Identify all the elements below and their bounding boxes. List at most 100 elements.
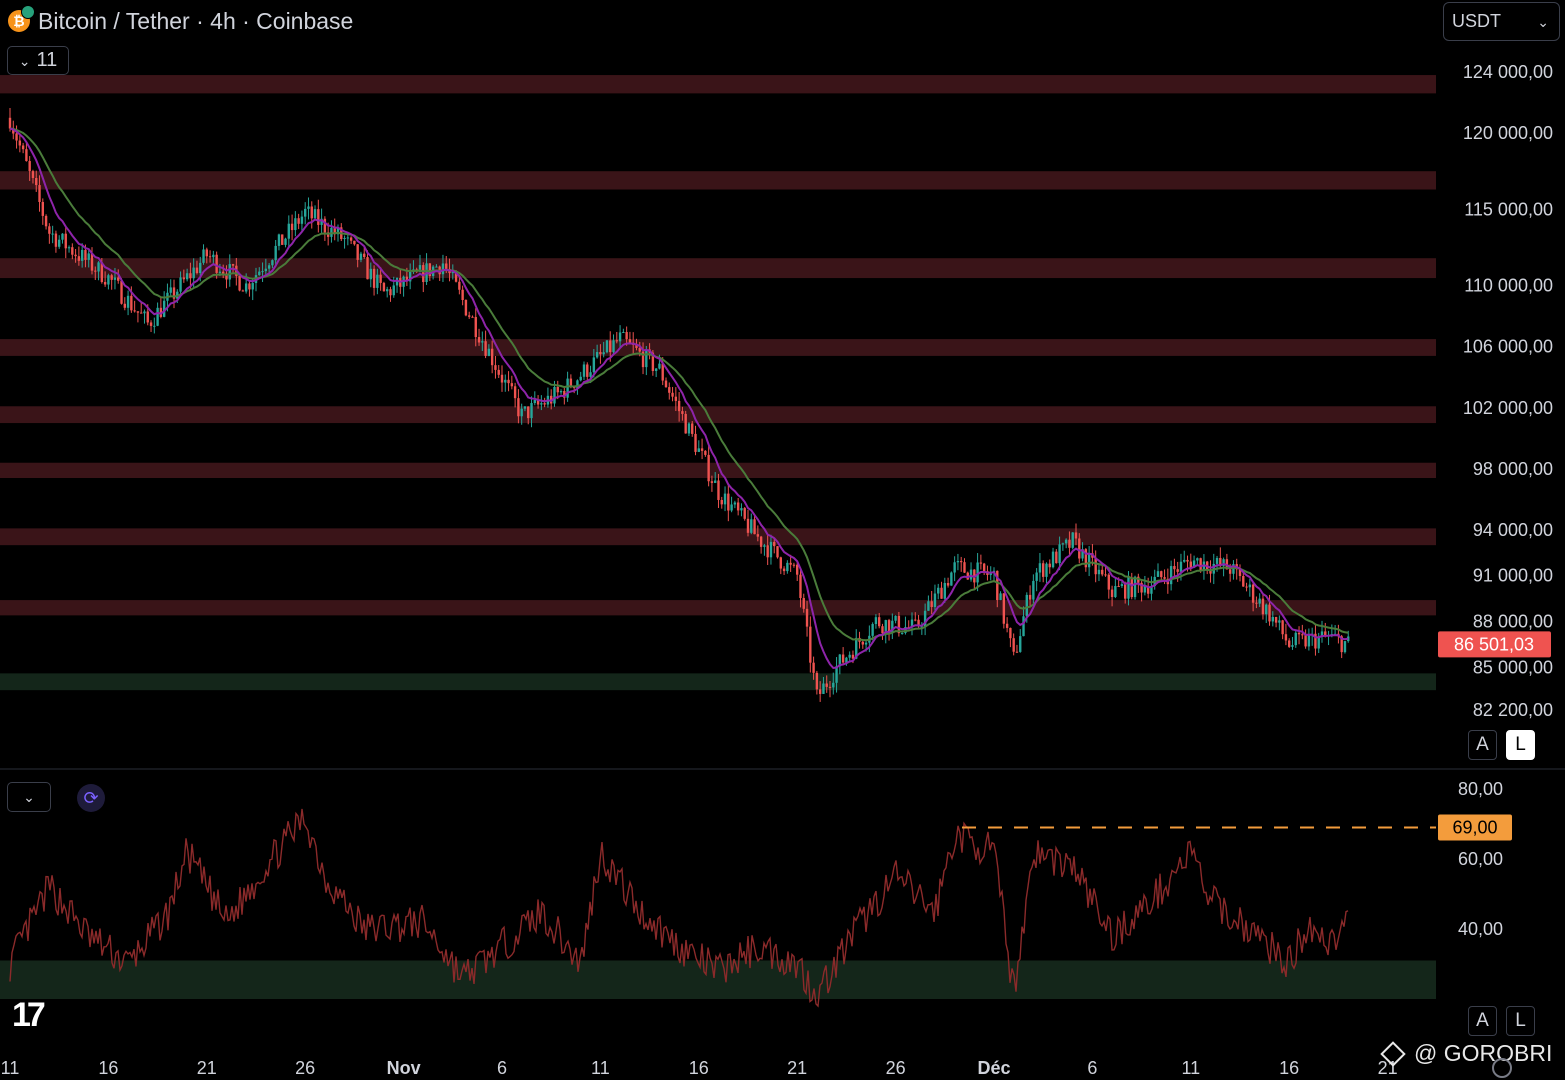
candle-body: [208, 256, 212, 258]
candle-body: [454, 271, 458, 282]
candle-body: [848, 654, 851, 658]
settings-gear-icon[interactable]: [1492, 1058, 1512, 1078]
candle-body: [1133, 576, 1137, 598]
candle-body: [963, 562, 966, 573]
candle-body: [222, 271, 225, 274]
candle-body: [910, 619, 914, 628]
rsi-auto-scale-button[interactable]: A: [1468, 1006, 1497, 1036]
candle-body: [759, 536, 763, 547]
candle-body: [864, 642, 868, 645]
candle-body: [818, 689, 822, 694]
candle-body: [487, 348, 491, 356]
candle-body: [504, 379, 507, 383]
candle-body: [294, 218, 297, 231]
indicators-collapse-button[interactable]: ⌄ 11: [7, 46, 69, 75]
log-scale-button[interactable]: L: [1506, 730, 1535, 760]
auto-scale-button[interactable]: A: [1468, 730, 1497, 760]
candle-body: [615, 340, 618, 342]
candle-body: [389, 289, 392, 296]
current-price-label: 86 501,03: [1454, 634, 1534, 654]
candle-body: [372, 268, 376, 288]
candle-body: [763, 545, 766, 547]
watermark-text: @ GOROBRI: [1414, 1040, 1553, 1066]
candle-body: [805, 608, 809, 627]
candle-body: [1288, 640, 1291, 647]
candle-body: [304, 208, 307, 217]
candle-body: [1055, 551, 1058, 564]
candle-body: [566, 378, 569, 398]
candle-body: [18, 140, 22, 146]
tradingview-logo: 17: [12, 996, 46, 1034]
candle-body: [1307, 635, 1311, 647]
candle-body: [513, 386, 517, 399]
resistance-zone: [0, 339, 1436, 356]
price-zones: [0, 75, 1436, 691]
candle-body: [146, 311, 149, 323]
candle-body: [307, 206, 310, 209]
rsi-collapse-button[interactable]: ⌄: [7, 782, 51, 812]
candle-body: [799, 574, 802, 599]
candle-body: [1291, 645, 1294, 647]
candle-body: [103, 281, 107, 285]
candle-body: [694, 433, 697, 452]
candle-body: [969, 569, 973, 580]
candle-body: [1002, 593, 1006, 624]
refresh-icon[interactable]: ⟳: [77, 784, 105, 812]
candle-body: [1255, 602, 1258, 604]
rsi-log-scale-button[interactable]: L: [1506, 1006, 1535, 1036]
candle-body: [468, 315, 471, 317]
candle-body: [21, 145, 25, 150]
candle-body: [445, 263, 448, 269]
candle-body: [668, 387, 671, 393]
time-tick-label: 6: [497, 1058, 507, 1078]
candle-body: [189, 273, 192, 279]
candle-body: [641, 351, 645, 368]
currency-select[interactable]: USDT ⌄: [1443, 2, 1560, 41]
candle-body: [1156, 571, 1160, 577]
candle-body: [881, 626, 884, 634]
candle-body: [1261, 598, 1265, 615]
candle-body: [484, 341, 487, 356]
currency-label: USDT: [1452, 11, 1501, 31]
candle-body: [363, 253, 366, 258]
candle-body: [54, 233, 58, 247]
candle-body: [1094, 557, 1097, 575]
candle-body: [31, 171, 35, 178]
candle-body: [1160, 571, 1163, 578]
candle-body: [1146, 586, 1150, 594]
candle-body: [592, 357, 596, 373]
price-tick-label: 85 000,00: [1473, 657, 1553, 677]
candle-body: [1278, 620, 1281, 623]
price-axis: 124 000,00 120 000,00 115 000,00 110 000,00…: [1438, 62, 1553, 720]
chart-title[interactable]: ₿ Bitcoin / Tether · 4h · Coinbase: [8, 5, 353, 36]
candle-body: [310, 206, 313, 219]
price-tick-label: 120 000,00: [1463, 123, 1553, 143]
candle-body: [1038, 563, 1042, 573]
bitcoin-icon: ₿: [8, 5, 35, 32]
candle-body: [8, 117, 12, 129]
candle-body: [156, 307, 159, 326]
candle-body: [117, 277, 120, 281]
candle-body: [1173, 566, 1176, 570]
candle-body: [1242, 575, 1245, 587]
candle-body: [120, 280, 123, 304]
resistance-zone: [0, 258, 1436, 279]
candle-body: [1301, 634, 1304, 636]
candle-body: [1005, 623, 1009, 628]
candle-body: [356, 244, 359, 260]
candle-body: [1140, 582, 1143, 593]
candle-body: [258, 271, 261, 276]
candle-body: [1232, 564, 1235, 574]
time-tick-label: 11: [1181, 1058, 1200, 1078]
candle-body: [317, 209, 320, 225]
candle-body: [697, 448, 700, 452]
candle-body: [730, 504, 733, 511]
candle-body: [41, 201, 44, 216]
candle-body: [510, 383, 514, 387]
candle-body: [940, 587, 943, 599]
price-tick-label: 82 200,00: [1473, 700, 1553, 720]
candle-body: [874, 617, 878, 625]
candle-body: [900, 632, 904, 634]
candle-body: [704, 450, 707, 455]
